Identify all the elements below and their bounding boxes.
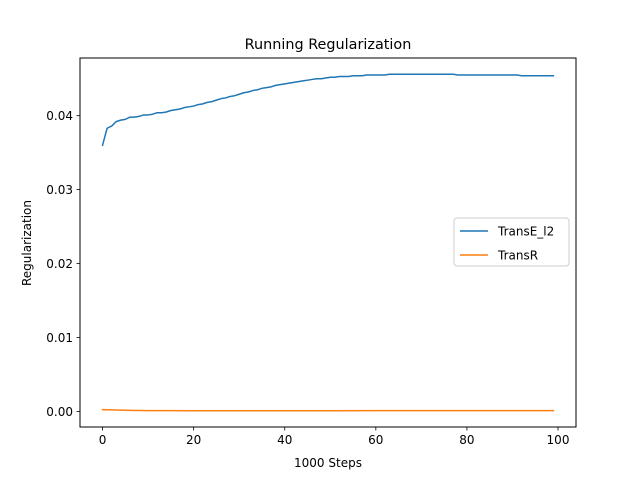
y-tick-label: 0.01: [46, 331, 73, 345]
series-line-transr: [101, 408, 555, 412]
x-tick-label: 100: [547, 433, 570, 447]
y-tick-label: 0.03: [46, 183, 73, 197]
y-tick-label: 0.00: [46, 405, 73, 419]
y-axis-label: Regularization: [20, 200, 34, 286]
legend-label: TransE_l2: [497, 224, 554, 238]
y-axis-ticks: 0.00 0.01 0.02 0.03 0.04: [46, 109, 80, 419]
series-layer: [101, 73, 555, 412]
x-tick-label: 0: [99, 433, 107, 447]
legend: TransE_l2 TransR: [453, 217, 570, 267]
y-tick-label: 0.02: [46, 257, 73, 271]
chart-title: Running Regularization: [245, 37, 412, 53]
y-tick-label: 0.04: [46, 109, 73, 123]
x-tick-label: 80: [459, 433, 474, 447]
x-tick-label: 60: [368, 433, 383, 447]
x-tick-label: 20: [186, 433, 201, 447]
plot-area-frame: [79, 57, 577, 428]
legend-frame: [453, 217, 570, 267]
x-axis-label: 1000 Steps: [294, 456, 362, 470]
series-line-transe-l2: [101, 73, 555, 147]
x-tick-label: 40: [277, 433, 292, 447]
legend-label: TransR: [497, 248, 538, 262]
x-axis-ticks: 0 20 40 60 80 100: [99, 427, 570, 447]
